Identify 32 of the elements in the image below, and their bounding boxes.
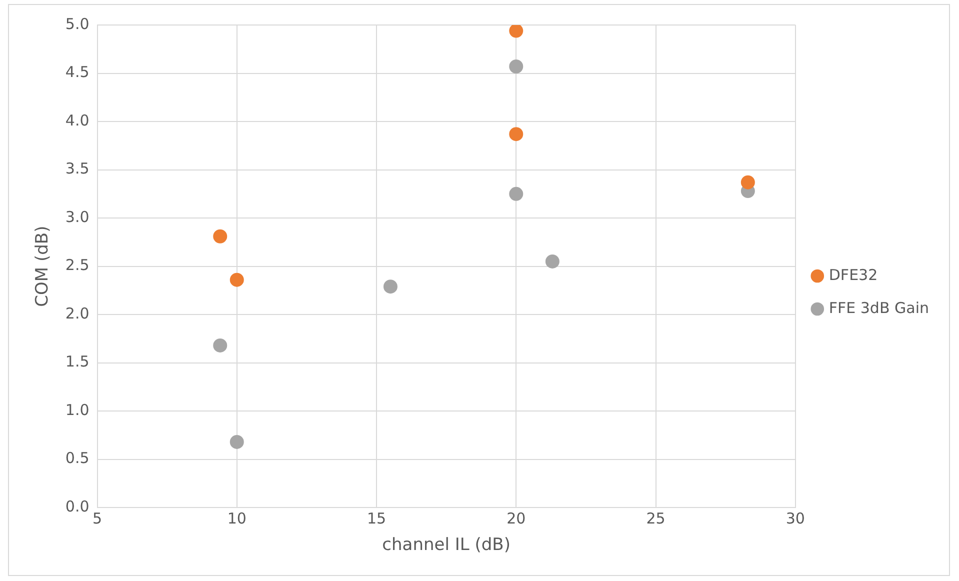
x-tick-label: 5	[92, 509, 102, 528]
y-tick-label: 0.5	[65, 449, 90, 468]
point	[545, 254, 560, 268]
point	[230, 434, 244, 449]
x-tick-label: 10	[227, 509, 246, 528]
x-tick-label: 15	[366, 509, 386, 528]
x-tick-label: 20	[506, 509, 526, 528]
point	[213, 338, 228, 352]
y-tick-label: 5.0	[65, 14, 90, 33]
point	[509, 186, 524, 201]
point	[740, 175, 755, 190]
point	[509, 127, 524, 142]
y-tick-label: 0.0	[65, 497, 90, 516]
y-tick-label: 3.0	[65, 208, 90, 226]
y-tick-label: 4.5	[65, 63, 90, 82]
y-tick-label: 2.0	[65, 304, 90, 322]
y-tick-label: 4.0	[65, 111, 90, 130]
point	[509, 25, 524, 38]
y-tick-label: 1.5	[65, 352, 90, 371]
legend-label: FFE 3dB Gain	[828, 298, 930, 317]
x-tick-label: 30	[786, 509, 805, 528]
point	[213, 229, 228, 244]
y-axis-title: COM (dB)	[32, 226, 53, 307]
y-tick-label: 3.5	[65, 160, 90, 178]
point	[383, 280, 398, 294]
x-tick-label: 25	[646, 509, 666, 528]
point	[230, 272, 244, 287]
legend-label: DFE32	[828, 266, 878, 284]
point	[509, 60, 524, 74]
y-tick-label: 2.5	[65, 256, 90, 274]
x-axis-title: channel IL (dB)	[382, 535, 510, 556]
y-tick-label: 1.0	[65, 400, 90, 419]
